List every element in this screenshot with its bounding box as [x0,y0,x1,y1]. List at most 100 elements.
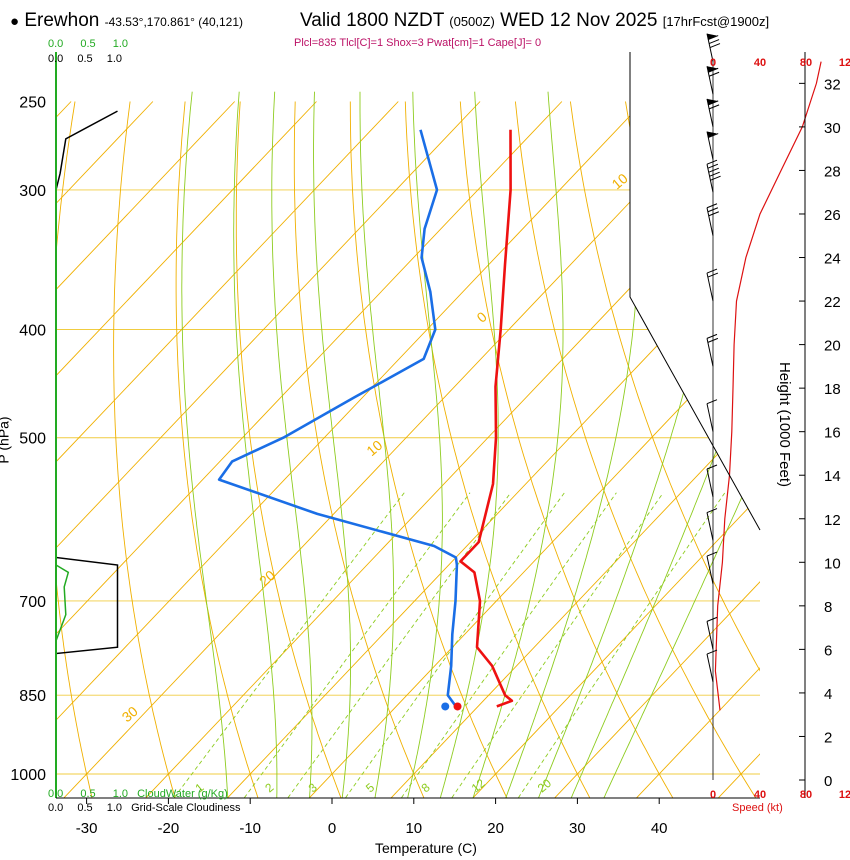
wind-barb-feather [707,272,719,278]
isotherm-line [472,101,760,798]
mixing-ratio-label: 8 [419,780,433,795]
cloudiness-scale-top: 0.0 0.5 1.0 [48,53,122,65]
station-coords: -43.53°,170.861° (40,121) [104,15,243,29]
dry-adiabat [404,101,591,798]
dewpoint-line [217,129,459,708]
isotherm-line [145,101,760,798]
isotherm-label: 10 [363,437,385,459]
isotherm-line [56,101,399,798]
pressure-label: 700 [19,594,46,611]
wind-barb-feather [709,43,721,49]
height-label: 12 [824,512,841,529]
cloudwater-legend: 0.0 0.5 1.0 CloudWater (g/Kg) [48,788,228,800]
cl-scale-1: 0.5 [77,53,93,65]
pressure-label: 300 [19,183,46,200]
forecast-label: [17hrFcst@1900z] [662,14,770,29]
wind-barb-flag [707,131,717,138]
wind-barb [706,616,718,650]
height-label: 20 [824,338,841,355]
wind-barb-feather [709,171,720,177]
station-name: Erewhon [24,10,100,31]
speed-bottom-label: 0 [710,789,716,801]
wind-barb-feather [710,175,721,181]
wind-barb-feather [708,39,720,45]
wind-barb [706,268,719,302]
cloudwater-label: CloudWater (g/Kg) [137,788,228,800]
dry-adiabat [569,101,760,798]
height-label: 8 [824,599,832,616]
sounding-indices: Plcl=835 Tlcl[C]=1 Shox=3 Pwat[cm]=1 Cap… [294,37,542,49]
x-tick-label: 20 [487,820,504,837]
isotherm-line [56,101,481,798]
isotherm-label: 30 [119,703,141,725]
isotherm-label: 10 [609,170,631,192]
height-label: 14 [824,468,841,485]
wind-barb [706,464,718,498]
y-axis-title: P (hPa) [0,416,12,463]
wind-barb [706,33,721,62]
height-label: 22 [824,294,841,311]
date-label: WED 12 Nov 2025 [500,10,658,31]
wind-barb-feather [706,508,718,513]
isotherm-line [56,101,317,798]
cw-scale-0: 0.0 [48,38,64,50]
moist-adiabat [439,91,499,798]
height-label: 24 [824,251,841,268]
wind-barb-feather [707,207,719,213]
isotherm-label: 20 [256,567,278,589]
x-tick-label: 30 [569,820,586,837]
isotherm-line [56,101,236,798]
station-dot: ● [10,13,20,30]
speed-bottom-label: 12 [839,789,850,801]
wind-barb-feather [708,167,719,173]
cloudiness-label: Grid-Scale Cloudiness [131,802,241,814]
speed-axis-title: Speed (kt) [732,802,783,814]
dry-adiabat [56,101,93,798]
moist-adiabat [181,91,229,798]
speed-top-label: 40 [754,57,766,69]
dry-adiabat [175,101,259,798]
cw-scale-1: 0.5 [80,38,96,50]
x-tick-label: -10 [239,820,261,837]
wind-barb-feather [708,133,719,139]
pressure-label: 850 [19,688,46,705]
isotherm-line [636,101,760,798]
dry-adiabat [459,101,674,798]
wind-barb [706,98,720,128]
isotherm-line [554,101,760,798]
mixing-ratio-line [518,492,726,798]
moist-adiabat [359,91,395,798]
cl-legend-2: 1.0 [106,802,123,814]
cl-legend-1: 0.5 [77,802,93,814]
height-label: 18 [824,381,841,398]
height-label: 10 [824,555,841,572]
cloudwater-scale-top: 0.0 0.5 1.0 [48,38,128,50]
pressure-label: 1000 [10,767,46,784]
valid-time: Valid 1800 NZDT (0500Z) WED 12 Nov 2025 … [300,10,769,32]
wind-barb [706,333,719,367]
mixing-ratio-line [451,492,664,798]
pressure-label: 500 [19,431,46,448]
height-label: 16 [824,425,841,442]
wind-barb-staff [706,621,714,650]
speed-top-label: 12 [839,57,850,69]
wind-barb-feather [706,159,718,165]
x-tick-label: -20 [158,820,180,837]
height-label: 4 [824,686,832,703]
cl-scale-2: 1.0 [106,53,123,65]
wind-barb-feather [708,211,719,217]
wind-barb-staff [706,272,714,302]
height-label: 2 [824,729,832,746]
wind-barb [706,203,719,236]
cloudwater-profile [55,101,70,798]
cw-legend-1: 0.5 [80,788,96,800]
surface-dewpoint-dot [441,702,450,711]
wind-barb-feather [708,100,719,106]
isotherm-line [63,101,726,798]
mixing-ratio-label: 12 [469,776,488,796]
mixing-ratio-label: 2 [262,780,276,795]
wind-barb-staff [706,512,714,541]
isotherm-line [227,101,760,798]
cloudiness-legend: 0.0 0.5 1.0 Grid-Scale Cloudiness [48,802,241,814]
